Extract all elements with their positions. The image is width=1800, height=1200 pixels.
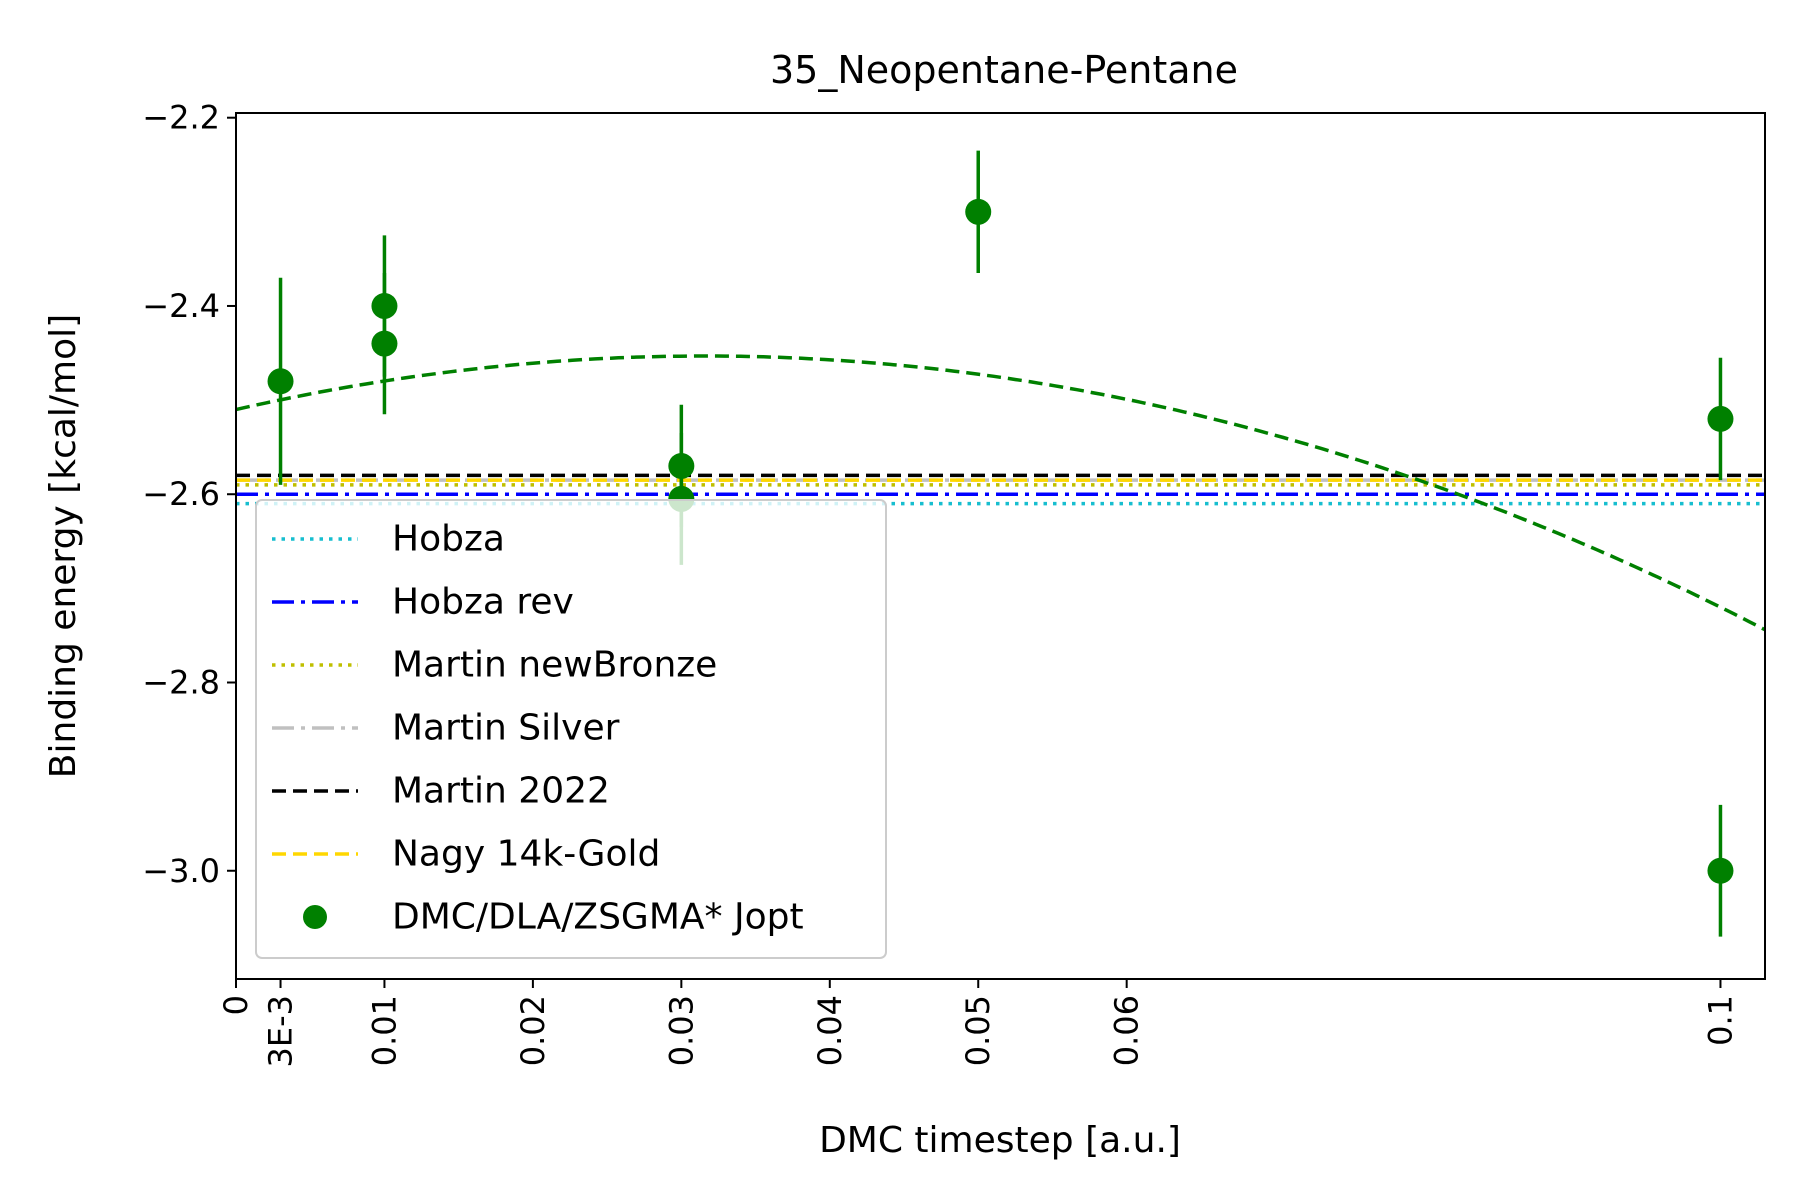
legend-label: Martin 2022 <box>392 771 610 812</box>
x-tick-label: 0.04 <box>811 995 849 1066</box>
legend-label: Nagy 14k-Gold <box>392 834 660 875</box>
legend-box <box>255 499 887 959</box>
legend-label: Martin Silver <box>392 708 620 749</box>
data-points <box>267 150 1734 937</box>
legend: Hobza Hobza rev Martin newBronze Martin Sil… <box>255 499 887 959</box>
legend-label: Martin newBronze <box>392 645 717 686</box>
x-tick-label: 3E-3 <box>262 995 300 1067</box>
reference-lines <box>236 473 1765 506</box>
y-axis-ticks: −2.2 −2.4 −2.6 −2.8 −3.0 <box>142 99 236 890</box>
y-tick-label: −2.4 <box>142 287 220 325</box>
x-tick-label: 0.1 <box>1701 995 1739 1046</box>
y-tick-label: −2.2 <box>142 99 220 137</box>
x-tick-label: 0.03 <box>662 995 700 1066</box>
fit-curve <box>236 354 1765 632</box>
data-point <box>1707 857 1734 884</box>
y-tick-label: −2.6 <box>142 475 220 513</box>
data-point <box>371 330 398 357</box>
y-tick-label: −2.8 <box>142 663 220 701</box>
legend-label: Hobza rev <box>392 582 574 623</box>
x-tick-label: 0.05 <box>959 995 997 1066</box>
chart-title: 35_Neopentane-Pentane <box>770 48 1238 92</box>
y-axis-label: Binding energy [kcal/mol] <box>43 314 84 778</box>
legend-marker <box>303 905 327 929</box>
y-tick-label: −3.0 <box>142 852 220 890</box>
plot-frame <box>235 112 1766 980</box>
x-tick-label: 0.01 <box>365 995 403 1066</box>
x-axis-label: DMC timestep [a.u.] <box>819 1120 1181 1161</box>
legend-label: Hobza <box>392 519 505 560</box>
x-tick-label: 0.02 <box>514 995 552 1066</box>
data-point <box>1707 405 1734 432</box>
x-axis-ticks: 0 3E-3 0.01 0.02 0.03 0.04 0.05 0.06 0.1 <box>217 979 1739 1067</box>
legend-label: DMC/DLA/ZSGMA* Jopt <box>392 897 804 938</box>
x-tick-label: 0 <box>217 995 255 1015</box>
data-point <box>267 368 294 395</box>
x-tick-label: 0.06 <box>1108 995 1146 1066</box>
data-point <box>965 198 992 225</box>
